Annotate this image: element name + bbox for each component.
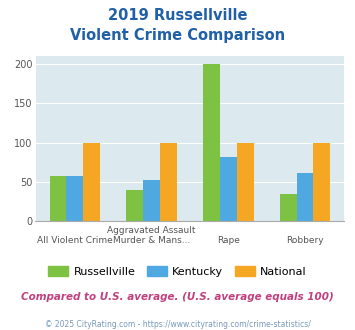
Bar: [237, 143, 253, 221]
Bar: [50, 176, 66, 221]
Bar: [83, 143, 100, 221]
Bar: [126, 190, 143, 221]
Bar: [220, 157, 237, 221]
Bar: [160, 143, 177, 221]
Bar: [143, 180, 160, 221]
Bar: [296, 173, 313, 221]
Bar: [203, 64, 220, 221]
Text: Murder & Mans...: Murder & Mans...: [113, 236, 190, 245]
Legend: Russellville, Kentucky, National: Russellville, Kentucky, National: [44, 261, 311, 281]
Text: Violent Crime Comparison: Violent Crime Comparison: [70, 28, 285, 43]
Text: 2019 Russellville: 2019 Russellville: [108, 8, 247, 23]
Text: Aggravated Assault: Aggravated Assault: [107, 226, 196, 235]
Text: Robbery: Robbery: [286, 236, 324, 245]
Text: © 2025 CityRating.com - https://www.cityrating.com/crime-statistics/: © 2025 CityRating.com - https://www.city…: [45, 320, 310, 329]
Text: Compared to U.S. average. (U.S. average equals 100): Compared to U.S. average. (U.S. average …: [21, 292, 334, 302]
Text: Rape: Rape: [217, 236, 240, 245]
Bar: [66, 176, 83, 221]
Bar: [313, 143, 330, 221]
Bar: [280, 194, 296, 221]
Text: All Violent Crime: All Violent Crime: [37, 236, 113, 245]
